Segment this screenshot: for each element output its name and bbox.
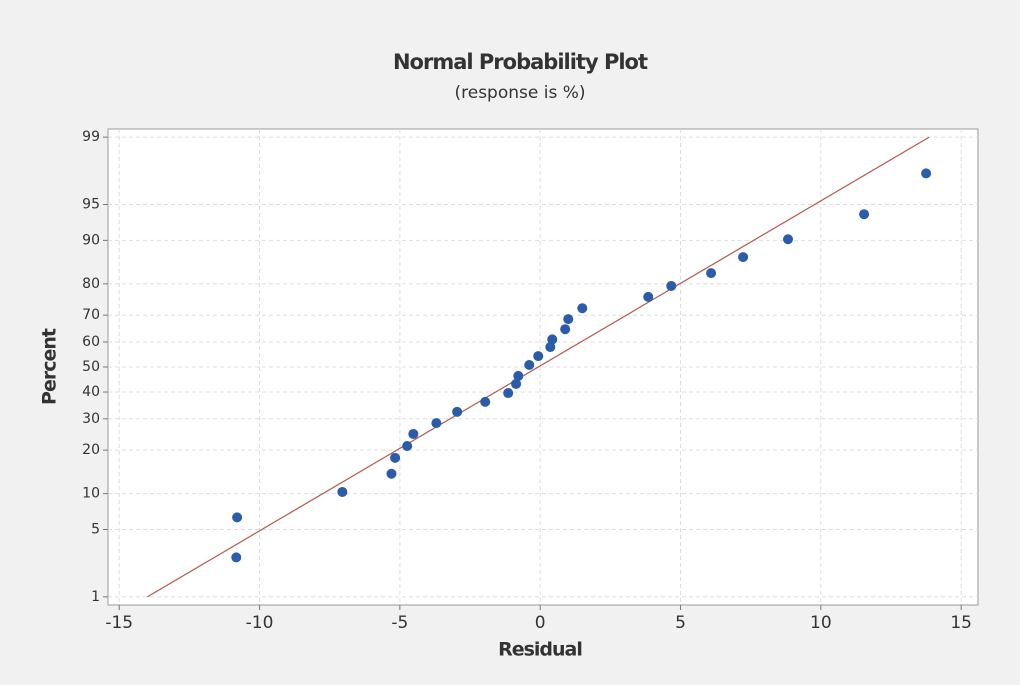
x-tick-label: -15 <box>105 613 133 633</box>
data-point <box>859 209 869 219</box>
data-point <box>547 334 557 344</box>
y-tick-label: 80 <box>82 276 100 292</box>
y-tick-label: 10 <box>82 486 100 502</box>
x-axis-label: Residual <box>498 639 582 661</box>
data-point <box>563 314 573 324</box>
data-point <box>577 303 587 313</box>
data-point <box>783 234 793 244</box>
y-tick-label: 20 <box>82 442 100 458</box>
data-point <box>524 360 534 370</box>
data-point <box>431 418 441 428</box>
y-tick-label: 40 <box>82 384 100 400</box>
y-tick-label: 1 <box>91 589 100 605</box>
data-point <box>232 512 242 522</box>
data-point <box>706 268 716 278</box>
data-point <box>738 252 748 262</box>
chart-subtitle: (response is %) <box>454 83 585 103</box>
data-point <box>390 453 400 463</box>
data-point <box>560 324 570 334</box>
data-point <box>921 168 931 178</box>
chart: Normal Probability Plot (response is %) … <box>0 0 1020 685</box>
y-tick-label: 5 <box>91 522 100 538</box>
data-point <box>513 371 523 381</box>
y-axis-label: Percent <box>39 328 61 405</box>
data-point <box>402 441 412 451</box>
chart-title: Normal Probability Plot <box>393 50 648 74</box>
y-tick-label: 95 <box>82 196 100 212</box>
data-point <box>643 292 653 302</box>
x-tick-label: 5 <box>675 613 686 633</box>
data-point <box>386 469 396 479</box>
data-point <box>337 487 347 497</box>
data-point <box>408 429 418 439</box>
y-tick-label: 70 <box>82 307 100 323</box>
x-tick-label: -10 <box>246 613 274 633</box>
y-tick-label: 60 <box>82 334 100 350</box>
y-tick-label: 30 <box>82 411 100 427</box>
data-point <box>452 407 462 417</box>
y-tick-label: 90 <box>82 232 100 248</box>
data-point <box>480 397 490 407</box>
x-tick-label: 10 <box>810 613 832 633</box>
data-point <box>533 351 543 361</box>
data-point <box>503 388 513 398</box>
x-tick-label: 0 <box>535 613 546 633</box>
x-tick-label: -5 <box>391 613 408 633</box>
x-tick-label: 15 <box>950 613 972 633</box>
y-tick-label: 50 <box>82 359 100 375</box>
data-point <box>231 552 241 562</box>
data-point <box>666 281 676 291</box>
y-tick-label: 99 <box>82 129 100 145</box>
